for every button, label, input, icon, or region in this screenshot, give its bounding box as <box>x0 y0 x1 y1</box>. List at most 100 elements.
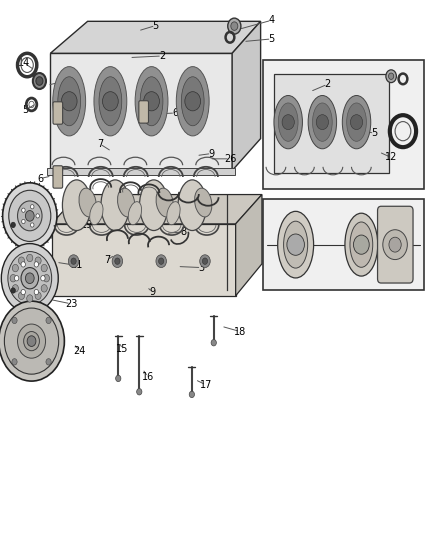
Ellipse shape <box>90 201 103 225</box>
Ellipse shape <box>117 188 135 217</box>
Circle shape <box>116 375 121 382</box>
Circle shape <box>27 336 36 346</box>
Ellipse shape <box>94 67 127 136</box>
Circle shape <box>31 205 34 209</box>
Circle shape <box>12 264 18 272</box>
Text: 8: 8 <box>180 227 186 237</box>
Circle shape <box>14 276 19 281</box>
Ellipse shape <box>278 211 314 278</box>
Circle shape <box>41 276 45 281</box>
Circle shape <box>12 359 17 365</box>
Bar <box>263 199 424 290</box>
Circle shape <box>25 273 34 284</box>
Circle shape <box>34 262 39 267</box>
Circle shape <box>211 340 216 346</box>
Circle shape <box>18 324 46 358</box>
Circle shape <box>115 258 120 264</box>
Ellipse shape <box>347 103 367 141</box>
Text: 5: 5 <box>22 106 28 115</box>
Circle shape <box>282 115 294 130</box>
Text: 17: 17 <box>200 380 212 390</box>
Circle shape <box>200 255 210 268</box>
Ellipse shape <box>135 67 168 136</box>
Circle shape <box>102 92 118 111</box>
Circle shape <box>386 70 396 83</box>
Text: 19: 19 <box>81 220 93 230</box>
Ellipse shape <box>178 180 207 230</box>
Circle shape <box>61 92 77 111</box>
Circle shape <box>43 274 49 282</box>
Text: 11: 11 <box>371 229 383 238</box>
Text: 5: 5 <box>152 21 159 30</box>
Ellipse shape <box>53 67 86 136</box>
Polygon shape <box>50 53 232 171</box>
Text: 13: 13 <box>59 76 71 86</box>
Text: 14: 14 <box>18 58 30 68</box>
Text: 2: 2 <box>159 51 165 61</box>
Circle shape <box>21 289 25 295</box>
Circle shape <box>9 190 51 241</box>
Ellipse shape <box>99 77 122 126</box>
Circle shape <box>31 223 34 227</box>
Circle shape <box>18 201 42 231</box>
Circle shape <box>156 255 166 268</box>
Circle shape <box>159 258 164 264</box>
Circle shape <box>36 77 43 85</box>
Text: 22: 22 <box>11 294 23 303</box>
Text: 24: 24 <box>74 346 86 356</box>
Text: 10: 10 <box>348 241 360 251</box>
Ellipse shape <box>128 201 141 225</box>
Text: 18: 18 <box>234 327 246 336</box>
Text: 2: 2 <box>325 79 331 89</box>
Text: 7: 7 <box>97 139 103 149</box>
Circle shape <box>353 235 369 254</box>
Text: 21: 21 <box>71 261 83 270</box>
Circle shape <box>34 289 39 295</box>
Ellipse shape <box>181 77 204 126</box>
Circle shape <box>389 73 394 79</box>
Ellipse shape <box>308 95 336 149</box>
Circle shape <box>18 292 25 300</box>
Circle shape <box>228 18 241 34</box>
Circle shape <box>68 255 79 268</box>
FancyBboxPatch shape <box>139 101 148 123</box>
FancyBboxPatch shape <box>53 102 63 124</box>
Circle shape <box>112 255 123 268</box>
Circle shape <box>46 359 51 365</box>
Ellipse shape <box>139 180 168 230</box>
Circle shape <box>27 254 33 262</box>
Text: 8: 8 <box>68 183 74 192</box>
Text: 15: 15 <box>117 344 129 354</box>
Circle shape <box>25 211 34 221</box>
Text: 3: 3 <box>198 263 205 272</box>
Text: 7: 7 <box>104 255 110 265</box>
Ellipse shape <box>101 180 130 230</box>
Circle shape <box>11 288 15 293</box>
Text: 12: 12 <box>385 152 397 162</box>
Text: 5: 5 <box>371 128 378 138</box>
Ellipse shape <box>140 77 163 126</box>
Circle shape <box>35 257 41 264</box>
Circle shape <box>137 389 142 395</box>
Circle shape <box>0 301 64 381</box>
Circle shape <box>12 285 18 292</box>
Circle shape <box>287 234 304 255</box>
Text: 9: 9 <box>208 149 215 158</box>
Ellipse shape <box>156 188 173 217</box>
Circle shape <box>144 92 159 111</box>
Ellipse shape <box>350 222 373 267</box>
Text: 5: 5 <box>268 34 275 44</box>
Circle shape <box>11 222 15 228</box>
Circle shape <box>316 115 328 130</box>
Text: 23: 23 <box>65 299 77 309</box>
Circle shape <box>27 295 33 302</box>
Circle shape <box>33 73 46 89</box>
Text: 16: 16 <box>142 372 154 382</box>
Text: 4: 4 <box>268 15 275 25</box>
Ellipse shape <box>79 188 96 217</box>
Polygon shape <box>47 168 235 175</box>
Bar <box>263 60 424 189</box>
FancyBboxPatch shape <box>53 166 63 188</box>
Circle shape <box>383 230 407 260</box>
Polygon shape <box>232 21 261 171</box>
